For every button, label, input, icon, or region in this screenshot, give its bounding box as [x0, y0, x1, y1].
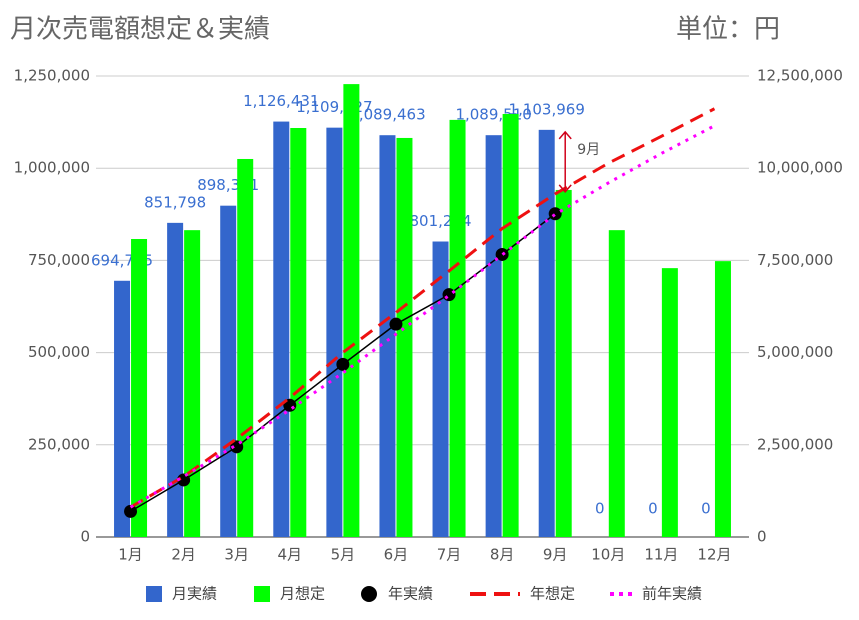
x-tick-label: 6月 — [384, 546, 409, 564]
annotation: 9月 — [577, 142, 600, 158]
arrow-head — [558, 184, 572, 194]
legend-label: 月想定 — [280, 585, 325, 603]
bar — [379, 135, 396, 537]
value-label: 1,089,463 — [349, 106, 425, 124]
y2-tick-label: 2,500,000 — [757, 435, 833, 453]
legend-label: 年実績 — [388, 585, 433, 603]
bar — [131, 239, 148, 538]
arrow-head — [558, 130, 572, 140]
unit-label: 単位：円 — [676, 15, 780, 45]
legend-label: 前年実績 — [642, 585, 702, 603]
value-label: 851,798 — [144, 193, 206, 211]
bar — [237, 158, 254, 538]
x-tick-label: 2月 — [171, 546, 196, 564]
bar — [661, 268, 678, 537]
x-tick-label: 9月 — [543, 546, 568, 564]
point — [389, 317, 403, 331]
bar — [326, 127, 343, 537]
bar — [432, 241, 449, 538]
x-tick-label: 12月 — [697, 546, 731, 564]
bar — [714, 261, 731, 537]
bar — [290, 128, 307, 537]
x-tick-label: 3月 — [224, 546, 249, 564]
value-label: 0 — [595, 500, 605, 518]
y-tick-label: 500,000 — [28, 343, 90, 361]
bar — [114, 280, 131, 537]
y2-tick-label: 10,000,000 — [757, 159, 843, 177]
bar — [343, 84, 360, 538]
value-label: 1,103,969 — [509, 100, 585, 118]
bar — [555, 189, 572, 537]
bar — [396, 137, 413, 537]
legend-swatch — [361, 586, 377, 602]
x-tick-label: 7月 — [437, 546, 462, 564]
bar — [485, 135, 502, 537]
x-tick-label: 8月 — [490, 546, 515, 564]
bar — [502, 113, 519, 538]
x-tick-label: 10月 — [591, 546, 625, 564]
legend-label: 月実績 — [172, 585, 217, 603]
bar — [538, 129, 555, 537]
legend-swatch — [146, 586, 162, 602]
y-tick-label: 250,000 — [28, 435, 90, 453]
x-tick-label: 4月 — [278, 546, 303, 564]
bar — [167, 222, 184, 537]
line — [129, 107, 716, 509]
y2-tick-label: 5,000,000 — [757, 343, 833, 361]
point — [495, 247, 509, 261]
bar — [608, 230, 625, 538]
bar — [184, 230, 201, 538]
chart-title: 月次売電額想定＆実績 — [10, 15, 270, 45]
point — [124, 504, 138, 518]
bar — [273, 121, 290, 537]
y-tick-label: 1,000,000 — [14, 159, 90, 177]
value-label: 0 — [648, 500, 658, 518]
legend-swatch — [254, 586, 270, 602]
y2-tick-label: 7,500,000 — [757, 251, 833, 269]
bar — [220, 205, 237, 538]
value-label: 0 — [701, 500, 711, 518]
point — [548, 207, 562, 221]
x-tick-label: 1月 — [118, 546, 143, 564]
legend-label: 年想定 — [530, 585, 575, 603]
y2-tick-label: 0 — [757, 528, 767, 546]
point — [177, 473, 191, 487]
point — [336, 357, 350, 371]
y-tick-label: 0 — [80, 528, 90, 546]
x-tick-label: 11月 — [644, 546, 678, 564]
y2-tick-label: 12,500,000 — [757, 67, 843, 85]
value-label: 1,126,431 — [243, 92, 319, 110]
y-tick-label: 750,000 — [28, 251, 90, 269]
bar — [449, 119, 466, 537]
x-tick-label: 5月 — [331, 546, 356, 564]
y-tick-label: 1,250,000 — [14, 67, 90, 85]
